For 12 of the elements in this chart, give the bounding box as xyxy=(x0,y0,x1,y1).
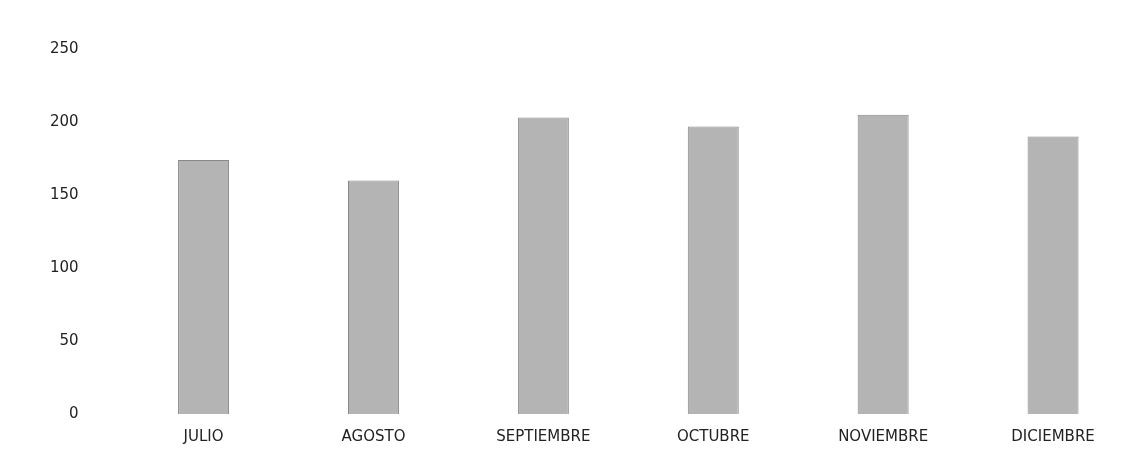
x-tick-label: OCTUBRE xyxy=(676,426,750,445)
x-tick-label: SEPTIEMBRE xyxy=(496,426,591,445)
y-tick-label: 150 xyxy=(49,184,79,203)
y-tick-label: 100 xyxy=(49,257,79,276)
x-tick-label: DICIEMBRE xyxy=(1011,426,1095,445)
x-tick-label: AGOSTO xyxy=(341,426,406,445)
y-tick-label: 200 xyxy=(49,111,79,130)
x-tick-label: JULIO xyxy=(182,426,224,445)
y-tick-label: 50 xyxy=(59,330,79,349)
x-tick-label: NOVIEMBRE xyxy=(838,426,929,445)
y-tick-label: 250 xyxy=(49,38,79,57)
y-tick-label: 0 xyxy=(69,403,79,422)
